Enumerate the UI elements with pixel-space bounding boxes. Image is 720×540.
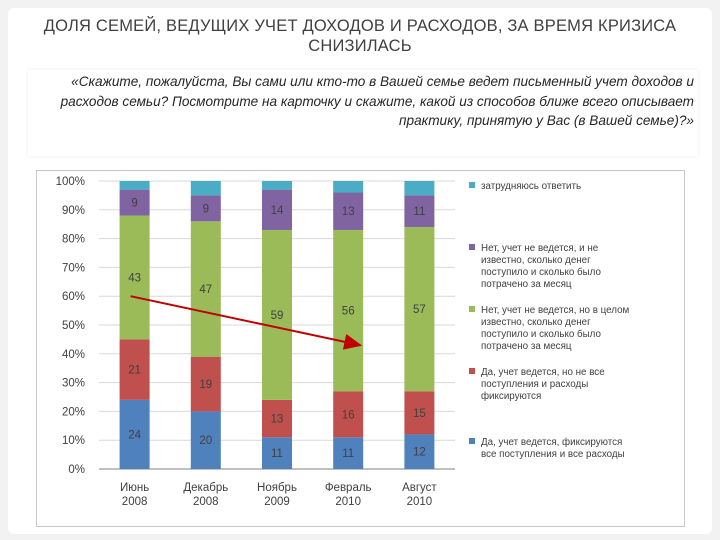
- data-label: 56: [342, 306, 355, 318]
- y-tick-label: 0%: [68, 464, 85, 476]
- bar-segment: [262, 181, 292, 190]
- data-label: 13: [342, 206, 355, 218]
- y-tick-label: 80%: [62, 234, 85, 246]
- bar-segment: [404, 391, 435, 435]
- data-label: 12: [413, 447, 426, 459]
- x-tick-label: Ноябрь 2009: [257, 482, 297, 508]
- legend-swatch: [469, 438, 475, 444]
- data-label: 19: [199, 379, 212, 391]
- data-label: 16: [342, 409, 355, 421]
- survey-question: «Скажите, пожалуйста, Вы сами или кто-то…: [60, 74, 694, 128]
- question-box: [28, 70, 698, 156]
- data-label: 11: [271, 448, 283, 460]
- stacked-bar-chart: 24 21 43 9 20 19 47 9 11 13 59 14 11 16 56 13 12 15 57 11 0…: [56, 176, 630, 508]
- y-tick-label: 100%: [56, 176, 85, 188]
- data-label: 59: [271, 310, 284, 322]
- bar-segment: [404, 195, 435, 228]
- bar-segment: [262, 229, 292, 400]
- data-label: 11: [342, 448, 354, 460]
- legend-entry: Нет, учет не ведется, и не известно, скол…: [481, 243, 602, 290]
- data-label: 15: [413, 408, 426, 420]
- y-tick-label: 90%: [62, 205, 85, 217]
- data-label: 21: [128, 365, 141, 377]
- y-tick-label: 70%: [62, 262, 85, 274]
- legend-entry: Нет, учет не ведется, но в целом известно…: [481, 305, 630, 352]
- data-label: 9: [131, 198, 137, 210]
- bar-segment: [119, 189, 150, 216]
- bar-segment: [190, 221, 221, 357]
- data-label: 47: [199, 284, 212, 296]
- x-tick-label: Февраль 2010: [325, 482, 372, 508]
- bar-segment: [262, 189, 292, 230]
- data-label: 43: [128, 272, 141, 284]
- legend-swatch: [469, 244, 475, 250]
- y-tick-label: 40%: [62, 349, 85, 361]
- x-tick-label: Декабрь 2008: [183, 482, 228, 508]
- bar-segment: [190, 195, 221, 222]
- bar-segment: [333, 391, 364, 438]
- x-tick-label: Июнь 2008: [120, 482, 149, 508]
- x-tick-label: Август 2010: [402, 482, 437, 508]
- data-label: 13: [271, 414, 284, 426]
- bar-segment: [119, 215, 150, 340]
- legend-entry: Да, учет ведется, фиксируются все поступл…: [481, 437, 625, 460]
- y-tick-label: 10%: [62, 435, 85, 447]
- bar-segment: [119, 399, 150, 469]
- data-label: 57: [413, 304, 426, 316]
- chart-frame: 24 21 43 9 20 19 47 9 11 13 59 14 11 16 56 13 12 15 57 11 0…: [36, 170, 685, 527]
- bar-segment: [404, 181, 435, 196]
- data-label: 9: [203, 203, 209, 215]
- bar-segment: [262, 399, 292, 438]
- bar-segment: [119, 181, 150, 190]
- data-label: 14: [271, 205, 284, 217]
- bar-segment: [404, 227, 435, 392]
- legend-swatch: [469, 306, 475, 312]
- bar-segment: [404, 434, 435, 469]
- bar-segment: [262, 437, 292, 469]
- bar-segment: [333, 229, 364, 392]
- bar-segment: [333, 181, 364, 193]
- trend-arrow: [130, 295, 363, 350]
- bar-segment: [190, 411, 221, 469]
- legend-entry: Да, учет ведется, но не все поступления и…: [481, 367, 605, 402]
- data-label: 24: [128, 429, 141, 441]
- legend-swatch: [469, 182, 475, 188]
- bar-segment: [333, 192, 364, 230]
- bar-segment: [333, 437, 364, 469]
- data-label: 20: [199, 435, 212, 447]
- bar-segment: [119, 339, 150, 400]
- data-label: 11: [413, 206, 425, 218]
- y-tick-label: 30%: [62, 378, 85, 390]
- legend-entry: затрудняюсь ответить: [481, 181, 581, 192]
- y-tick-label: 60%: [62, 291, 85, 303]
- y-tick-label: 50%: [62, 320, 85, 332]
- slide-title: ДОЛЯ СЕМЕЙ, ВЕДУЩИХ УЧЕТ ДОХОДОВ И РАСХО…: [43, 17, 677, 55]
- bar-segment: [190, 181, 221, 196]
- bar-segment: [190, 356, 221, 412]
- legend-swatch: [469, 368, 475, 374]
- y-tick-label: 20%: [62, 406, 85, 418]
